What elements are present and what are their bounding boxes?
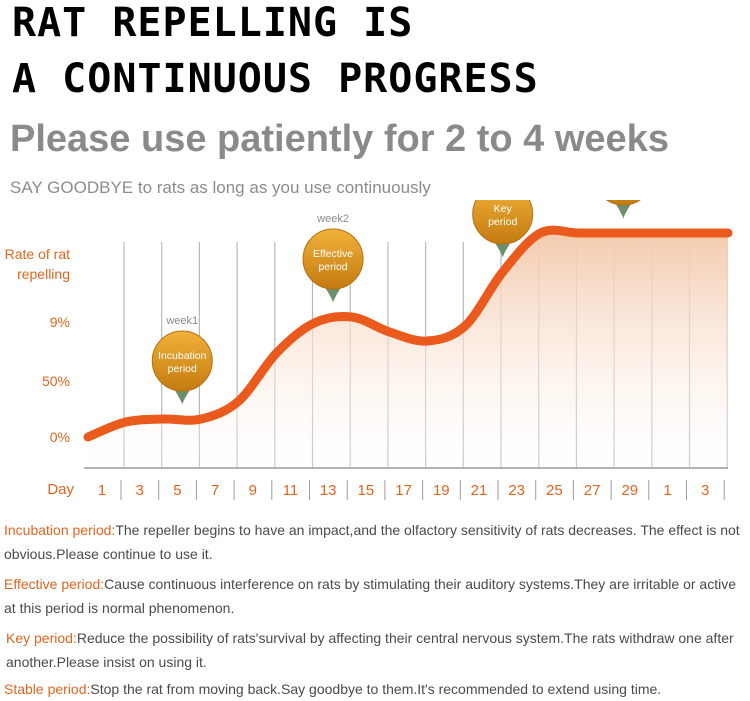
x-tick-label: 1 — [663, 482, 671, 499]
text-effective: Cause continuous interference on rats by… — [4, 576, 736, 616]
y-axis-label: Rate of rat repelling — [5, 246, 70, 282]
milestone-badges: week1Incubationperiodweek2Effectiveperio… — [151, 200, 641, 405]
milestone-badge — [472, 200, 534, 245]
x-tick-label: 9 — [249, 482, 257, 499]
x-tick-label: 19 — [433, 482, 450, 499]
title-line-2: A CONTINUOUS PROGRESS — [12, 56, 539, 102]
milestone-3: week3Keyperiod — [472, 200, 534, 258]
y-tick-labels: 9% 50% 0% — [42, 314, 70, 445]
x-tick-label: 13 — [320, 482, 337, 499]
x-tick-label: 29 — [621, 482, 638, 499]
text-key: Reduce the possibility of rats'survival … — [6, 630, 734, 670]
y-axis-label-line-2: repelling — [17, 266, 70, 282]
milestone-label: Incubation — [158, 350, 207, 362]
repelling-area — [88, 230, 728, 468]
milestone-label: period — [488, 216, 517, 228]
x-tick-label: 3 — [136, 482, 144, 499]
description-effective: Effective period:Cause continuous interf… — [4, 572, 746, 620]
description-stable: Stable period:Stop the rat from moving b… — [4, 677, 746, 701]
subtitle: Please use patiently for 2 to 4 weeks — [10, 118, 669, 160]
x-axis-label: Day — [47, 481, 74, 498]
description-incubation: Incubation period:The repeller begins to… — [4, 518, 746, 566]
tagline: SAY GOODBYE to rats as long as you use c… — [10, 178, 431, 197]
term-effective: Effective period: — [4, 576, 105, 592]
x-tick-label: 21 — [471, 482, 488, 499]
title-line-1: RAT REPELLING IS — [12, 0, 414, 46]
x-tick-label: 27 — [584, 482, 601, 499]
milestone-badge — [605, 200, 641, 206]
milestone-4: week4Stableperiod — [605, 200, 641, 219]
milestone-badge — [151, 330, 213, 392]
x-tick-label: 7 — [211, 482, 219, 499]
x-tick-label: 15 — [358, 482, 375, 499]
milestone-badge — [302, 228, 364, 290]
x-tick-label: 3 — [701, 482, 709, 499]
y-tick-label: 50% — [42, 373, 70, 389]
x-tick-label: 5 — [173, 482, 181, 499]
milestone-week-label: week1 — [165, 315, 198, 327]
x-tick-label: 23 — [508, 482, 525, 499]
milestone-label: Effective — [313, 248, 353, 260]
description-key: Key period:Reduce the possibility of rat… — [6, 626, 748, 674]
milestone-label: period — [318, 261, 347, 273]
x-tick-label: 25 — [546, 482, 563, 499]
text-stable: Stop the rat from moving back.Say goodby… — [90, 681, 662, 697]
term-stable: Stable period: — [4, 681, 91, 697]
x-tick-label: 17 — [395, 482, 412, 499]
text-incubation: The repeller begins to have an impact,an… — [4, 522, 740, 562]
repelling-curve — [83, 225, 733, 442]
y-tick-label: 9% — [50, 314, 70, 330]
x-tick-labels: 1 3 5 7 9 11 13 15 17 19 21 23 25 27 29 1 3 — [98, 480, 725, 500]
y-axis-label-line-1: Rate of rat — [5, 246, 70, 262]
term-key: Key period: — [6, 630, 77, 646]
x-tick-label: 1 — [98, 482, 106, 499]
milestone-label: period — [168, 363, 197, 375]
x-tick-label: 11 — [283, 482, 299, 499]
milestone-week-label: week2 — [316, 213, 349, 225]
term-incubation: Incubation period: — [4, 522, 116, 538]
y-tick-label: 0% — [50, 429, 70, 445]
milestone-label: Key — [494, 203, 513, 215]
